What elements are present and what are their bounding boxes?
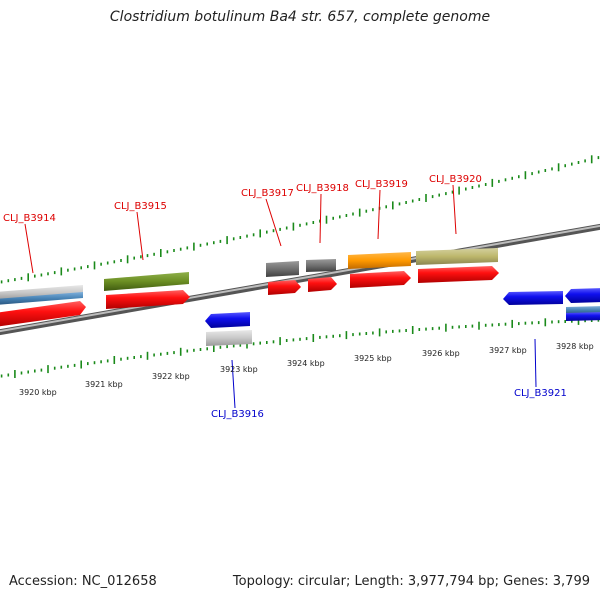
- svg-text:CLJ_B3920: CLJ_B3920: [429, 174, 482, 185]
- cds-arrow-3919: [350, 271, 411, 288]
- kbp-label: 3926 kbp: [422, 349, 460, 358]
- genome-summary: Topology: circular; Length: 3,977,794 bp…: [232, 574, 590, 589]
- kbp-label: 3925 kbp: [354, 354, 392, 363]
- gene-label-CLJ_B3916[interactable]: CLJ_B3916: [211, 359, 264, 420]
- svg-text:CLJ_B3915: CLJ_B3915: [114, 201, 167, 212]
- inner-tick-rail: [0, 316, 600, 378]
- gene-label-CLJ_B3919[interactable]: CLJ_B3919: [355, 179, 408, 240]
- kbp-label: 3922 kbp: [152, 372, 190, 381]
- feature-bar-3914-light: [0, 285, 83, 300]
- gene-label-CLJ_B3920[interactable]: CLJ_B3920: [429, 174, 482, 235]
- accession-label: Accession: NC_012658: [9, 574, 157, 589]
- gene-label-CLJ_B3914[interactable]: CLJ_B3914: [3, 213, 56, 274]
- kbp-label: 3920 kbp: [19, 388, 57, 397]
- feature-bar-3922-steel: [566, 306, 600, 314]
- kbp-label: 3921 kbp: [85, 380, 123, 389]
- genome-backbone: [0, 223, 600, 336]
- svg-text:CLJ_B3914: CLJ_B3914: [3, 213, 56, 224]
- feature-bar-3917: [266, 261, 299, 277]
- genome-title: Clostridium botulinum Ba4 str. 657, comp…: [109, 9, 491, 25]
- svg-text:CLJ_B3916: CLJ_B3916: [211, 409, 264, 420]
- genome-backbone-highlight: [0, 224, 600, 333]
- svg-text:CLJ_B3917: CLJ_B3917: [241, 188, 294, 199]
- feature-bar-3916: [206, 330, 252, 346]
- coordinate-labels: 3920 kbp 3921 kbp 3922 kbp 3923 kbp 3924…: [19, 342, 594, 397]
- cds-arrow-3918: [308, 277, 337, 292]
- cds-arrow-3920: [418, 266, 499, 283]
- cds-arrow-3921: [503, 291, 563, 305]
- gene-label-CLJ_B3915[interactable]: CLJ_B3915: [114, 201, 167, 261]
- feature-bar-3914-steel: [0, 292, 83, 305]
- kbp-label: 3924 kbp: [287, 359, 325, 368]
- svg-text:CLJ_B3918: CLJ_B3918: [296, 183, 349, 194]
- kbp-label: 3928 kbp: [556, 342, 594, 351]
- feature-bar-3922-blue: [566, 312, 600, 321]
- gene-label-CLJ_B3918[interactable]: CLJ_B3918: [296, 183, 349, 244]
- cds-arrow-3922: [565, 288, 600, 303]
- cds-arrow-3914: [0, 301, 86, 327]
- kbp-label: 3927 kbp: [489, 346, 527, 355]
- cds-arrow-3916: [205, 312, 250, 328]
- svg-text:CLJ_B3919: CLJ_B3919: [355, 179, 408, 190]
- outer-tick-rail: [0, 155, 600, 284]
- feature-bar-3915: [104, 272, 189, 291]
- cds-arrow-3915: [106, 290, 190, 309]
- feature-bar-3920: [416, 248, 498, 265]
- feature-bar-3919: [348, 252, 411, 269]
- svg-text:CLJ_B3921: CLJ_B3921: [514, 388, 567, 399]
- gene-label-CLJ_B3917[interactable]: CLJ_B3917: [241, 188, 294, 247]
- kbp-label: 3923 kbp: [220, 365, 258, 374]
- feature-bar-3918: [306, 259, 336, 272]
- cds-arrow-3917: [268, 280, 301, 295]
- gene-label-CLJ_B3921[interactable]: CLJ_B3921: [514, 338, 567, 399]
